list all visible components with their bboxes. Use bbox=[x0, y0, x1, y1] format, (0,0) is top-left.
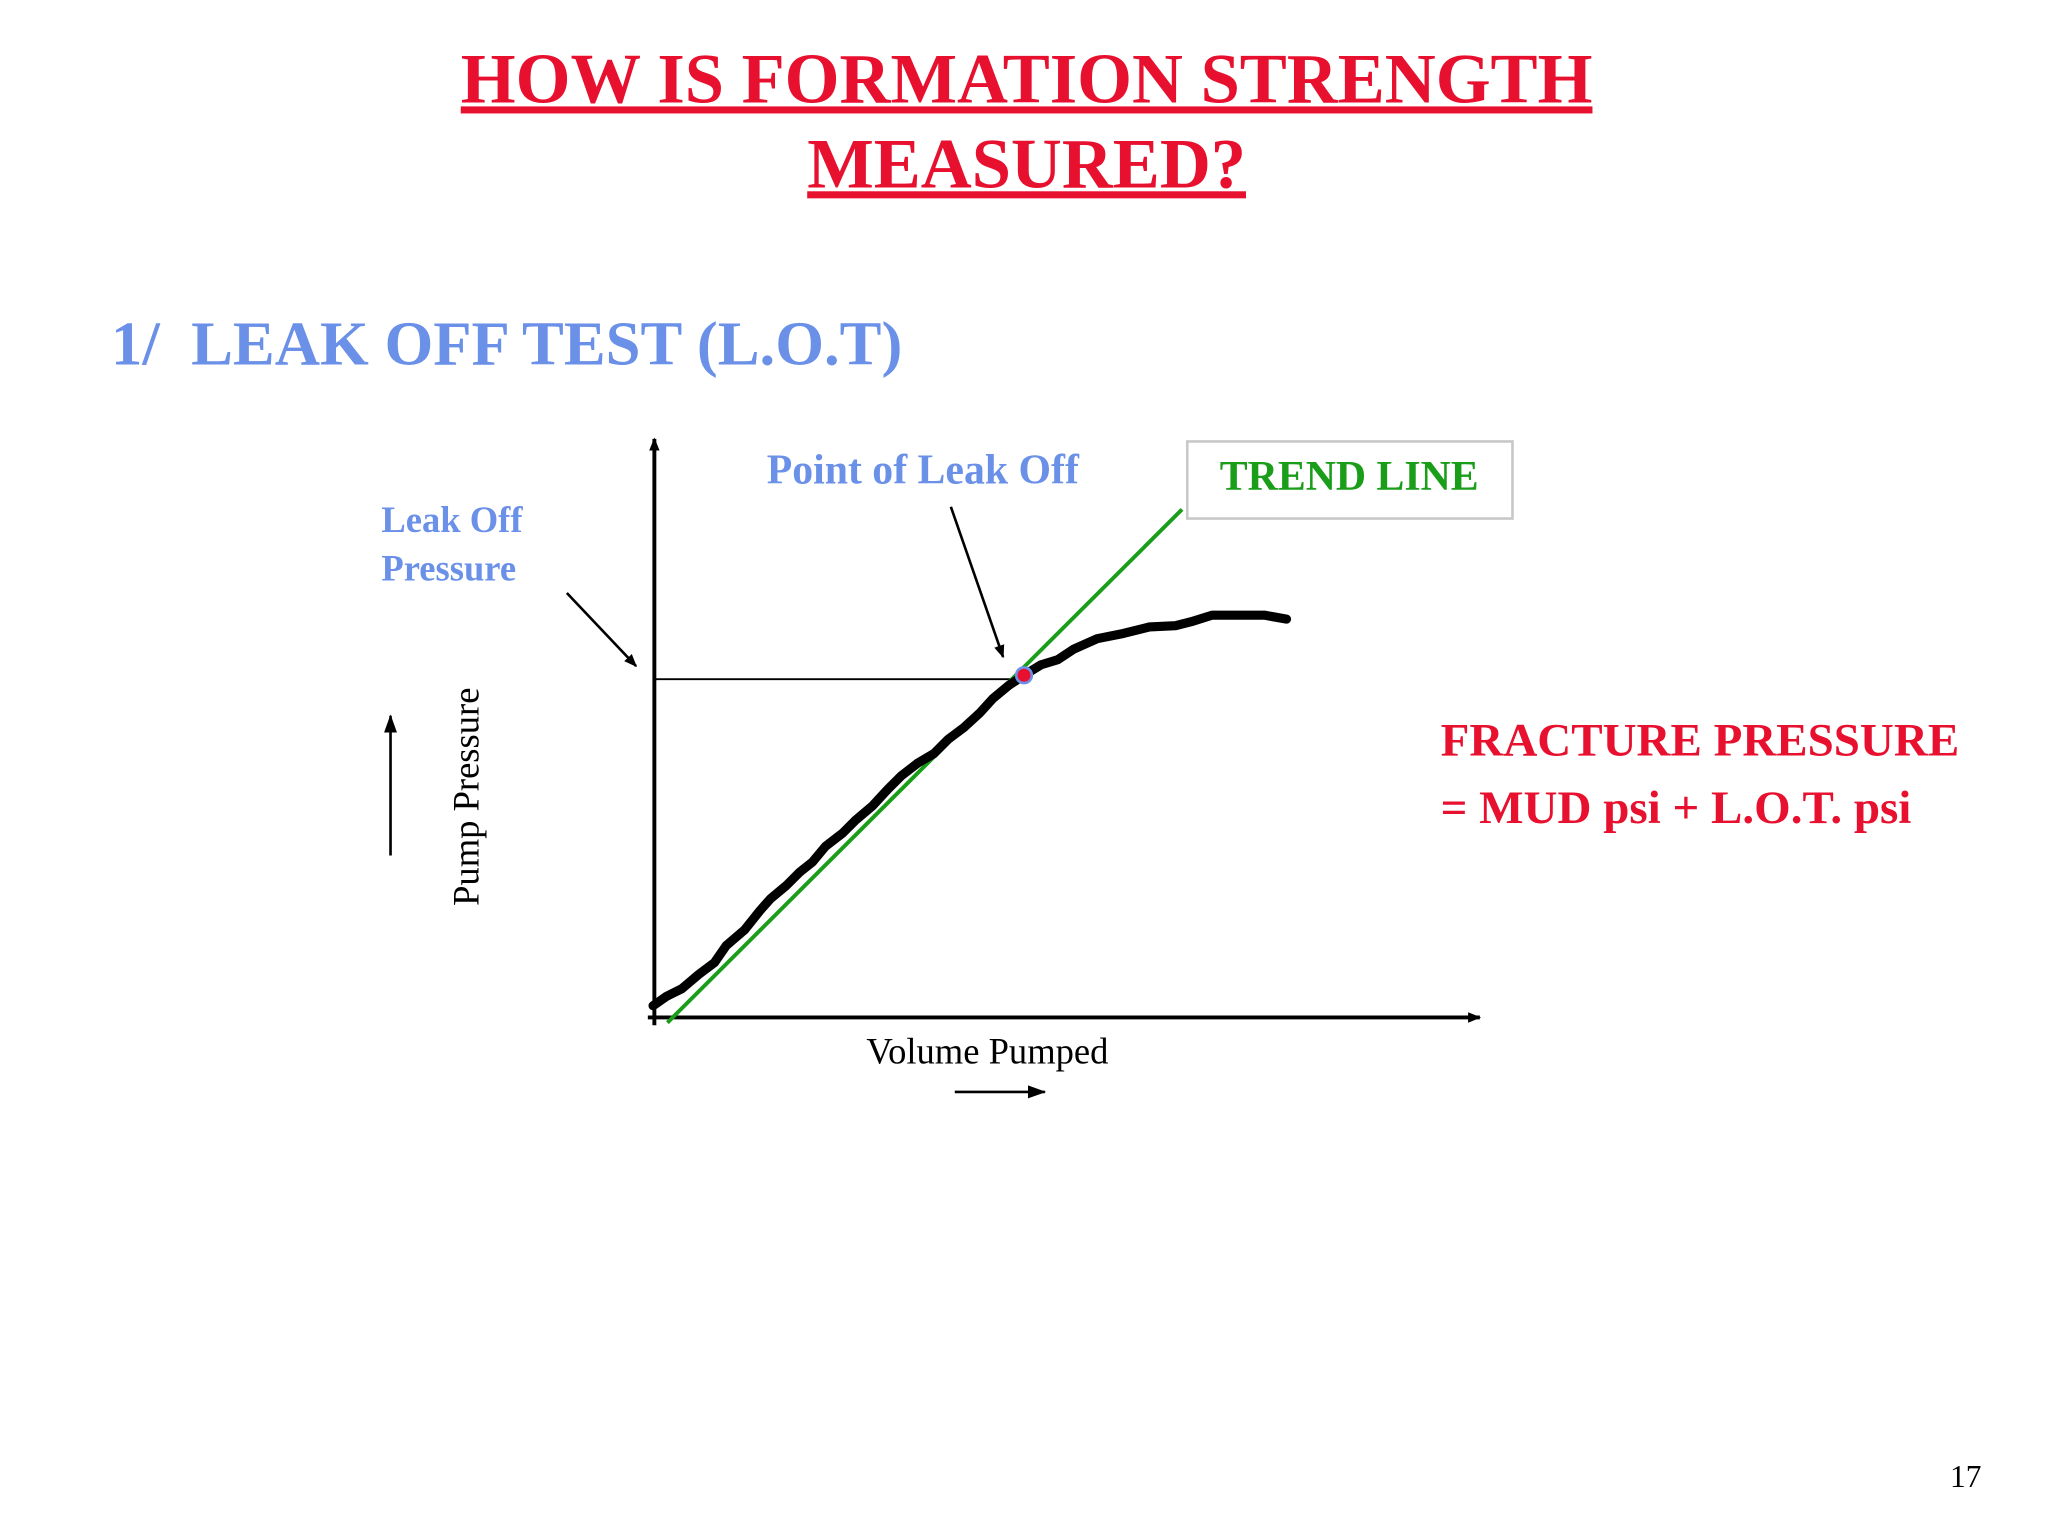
formula-line: = MUD psi + L.O.T. psi bbox=[1441, 782, 1912, 834]
y-axis-label: Pump Pressure bbox=[446, 688, 487, 906]
pressure-curve bbox=[648, 610, 1292, 1011]
trend-line-label: TREND LINE bbox=[1220, 454, 1479, 500]
leak-off-point bbox=[1014, 666, 1034, 685]
trend-line bbox=[666, 508, 1184, 1025]
trend-line-box bbox=[1185, 440, 1514, 520]
page-number: 17 bbox=[1950, 1459, 1981, 1494]
arrow bbox=[565, 592, 638, 668]
title-line: HOW IS FORMATION STRENGTH bbox=[461, 40, 1593, 118]
title-line: MEASURED? bbox=[807, 125, 1246, 203]
leak-off-pressure-label: Pressure bbox=[381, 547, 516, 588]
arrow bbox=[949, 506, 1005, 659]
formula-line: FRACTURE PRESSURE bbox=[1441, 714, 1960, 766]
subtitle: 1/ LEAK OFF TEST (L.O.T) bbox=[111, 308, 902, 378]
x-axis-label: Volume Pumped bbox=[866, 1031, 1108, 1072]
point-of-leak-off-label: Point of Leak Off bbox=[767, 448, 1080, 494]
leak-off-pressure-label: Leak Off bbox=[381, 499, 523, 540]
